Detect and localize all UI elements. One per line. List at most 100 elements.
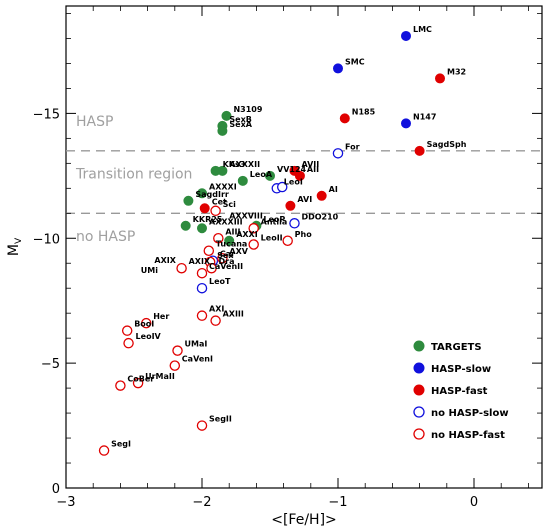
data-point <box>196 282 208 294</box>
data-point <box>221 110 232 121</box>
point-label: Tucana <box>216 240 248 249</box>
point-label: LMC <box>413 25 432 34</box>
data-point <box>176 262 187 274</box>
point-label: LeoIV <box>136 332 162 341</box>
axis-ticks: −3 −2 −1 00−5−10−15 <box>33 6 542 510</box>
point-label: N185 <box>352 107 376 116</box>
data-point <box>196 188 207 199</box>
data-point <box>434 73 445 84</box>
legend-marker <box>413 428 425 440</box>
point-label: VV124 <box>277 165 307 174</box>
point-label: Cet <box>212 197 227 206</box>
point-label: Dra <box>219 257 235 266</box>
data-point <box>115 380 126 391</box>
data-point <box>414 145 425 156</box>
point-label: LeoA <box>250 170 273 179</box>
point-label: SagdSph <box>427 140 467 149</box>
point-labels: N3109SexBSexAKKs3AXXXIIVV124LeoAAXXXISag… <box>111 25 467 449</box>
point-label: AXIX <box>154 256 176 265</box>
legend-label: no HASP-fast <box>431 430 505 441</box>
legend-label: no HASP-slow <box>431 408 509 419</box>
data-point <box>316 190 327 201</box>
point-label: SagdIrr <box>195 190 229 199</box>
legend-marker <box>413 362 425 374</box>
point-label: AXXI <box>236 230 258 239</box>
data-point <box>217 165 228 176</box>
point-label: DDO210 <box>301 212 338 221</box>
data-point <box>123 337 134 349</box>
data-point <box>98 445 110 456</box>
point-label: AVII <box>301 160 319 169</box>
data-point <box>294 170 305 181</box>
data-point <box>213 233 224 244</box>
point-label: LeoT <box>209 277 231 286</box>
y-tick-label: 0 <box>52 482 60 497</box>
data-point <box>237 175 248 186</box>
point-label: Car <box>220 250 235 259</box>
point-label: AXI <box>209 305 224 314</box>
data-points <box>98 30 445 456</box>
data-point <box>248 223 259 234</box>
x-tick-label: −1 <box>328 495 347 510</box>
point-label: LeoI <box>284 177 303 186</box>
point-label: KKs3 <box>223 160 246 169</box>
region-boundary-lines <box>66 150 542 214</box>
data-point <box>132 377 144 389</box>
point-label: AXIII <box>223 310 244 319</box>
data-point <box>339 113 350 124</box>
point-label: Pho <box>295 230 313 239</box>
y-axis-label-sub: V <box>14 237 24 244</box>
point-label: AIII <box>225 227 240 236</box>
region-label: no HASP <box>76 229 135 245</box>
data-point <box>264 170 275 181</box>
data-point <box>196 420 208 431</box>
data-point <box>332 148 344 159</box>
point-label: BooI <box>134 320 154 329</box>
data-point <box>289 218 300 229</box>
point-label: Antlia <box>261 217 288 226</box>
x-tick-label: 0 <box>470 495 478 510</box>
plot-frame <box>65 5 543 489</box>
point-label: AXXXII <box>229 160 260 169</box>
data-point <box>169 360 181 371</box>
point-label: AI <box>329 185 338 194</box>
point-label: LeoII <box>261 234 283 243</box>
data-point <box>121 325 133 336</box>
point-label: N147 <box>413 112 436 121</box>
data-point <box>248 239 259 250</box>
data-point <box>210 205 221 217</box>
point-label: Sci <box>223 200 237 209</box>
legend-marker <box>413 340 425 352</box>
point-label: Sex <box>217 251 234 260</box>
legend: TARGETS HASP-slow HASP-fast no HASP-slow no … <box>413 340 509 441</box>
point-label: UrMaII <box>145 372 175 381</box>
data-point <box>183 195 194 206</box>
point-label: LeoP <box>263 215 285 224</box>
point-label: AII <box>307 165 319 174</box>
y-tick-label: −15 <box>33 107 60 122</box>
point-label: SegII <box>209 415 232 424</box>
point-label: CoBer <box>127 375 154 384</box>
legend-marker <box>413 406 425 418</box>
legend-label: HASP-slow <box>431 364 491 375</box>
data-point <box>180 220 191 231</box>
data-point <box>285 200 296 211</box>
point-label: KKR25 <box>193 215 223 224</box>
data-point <box>196 223 207 234</box>
y-tick-label: −5 <box>41 357 60 372</box>
point-label: AXXXI <box>209 182 237 191</box>
y-axis-label: MV <box>6 237 24 256</box>
data-point <box>224 235 235 246</box>
point-label: AXIX <box>189 257 211 266</box>
point-label: SMC <box>345 57 365 66</box>
data-point <box>276 181 288 193</box>
data-point <box>400 30 411 41</box>
data-point <box>140 317 152 329</box>
y-axis-label-main: M <box>6 244 22 256</box>
data-point <box>172 345 183 356</box>
x-tick-label: −3 <box>56 495 75 510</box>
point-label: UMaI <box>185 340 208 349</box>
point-label: SexB <box>229 115 251 124</box>
point-label: SexA <box>229 120 252 129</box>
